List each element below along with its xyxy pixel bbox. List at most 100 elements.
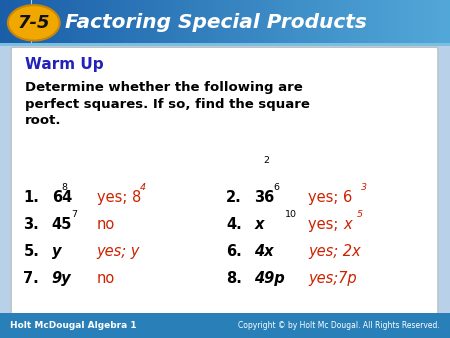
Bar [86,0,90,46]
Bar [230,0,234,46]
Bar [346,0,351,46]
Bar [4,0,9,46]
Bar [126,0,130,46]
Bar [76,0,81,46]
Text: 1.: 1. [23,190,39,205]
Bar [369,0,374,46]
Text: 7-5: 7-5 [18,14,50,32]
Text: 2.: 2. [226,190,242,205]
Bar [112,0,117,46]
Bar [140,0,144,46]
Bar [148,0,153,46]
Text: 4.: 4. [226,217,242,232]
Text: 49p: 49p [254,271,285,286]
Bar [274,0,279,46]
Text: Factoring Special Products: Factoring Special Products [65,13,367,32]
Bar [302,0,306,46]
Bar [18,0,22,46]
Bar [58,0,63,46]
Bar [216,0,220,46]
Bar [36,0,40,46]
Bar [189,0,194,46]
Text: 4: 4 [140,184,146,192]
Bar [256,0,261,46]
Bar [279,0,284,46]
Bar [176,0,180,46]
Bar [428,0,432,46]
Bar [122,0,126,46]
Bar [130,0,135,46]
Bar [284,0,288,46]
Bar [63,0,68,46]
Bar [333,0,338,46]
Bar [212,0,216,46]
Bar [436,0,441,46]
Bar [405,0,410,46]
Bar [72,0,76,46]
Bar [153,0,157,46]
Bar [50,0,54,46]
Bar [238,0,243,46]
Text: no: no [97,271,115,286]
Bar [54,0,58,46]
Bar [446,0,450,46]
Text: 5: 5 [357,211,363,219]
Text: Warm Up: Warm Up [25,57,104,72]
Bar [378,0,382,46]
Bar [288,0,292,46]
Bar [68,0,72,46]
Bar [414,0,418,46]
Bar [364,0,369,46]
Text: 2: 2 [264,156,270,165]
Bar [252,0,256,46]
Bar [104,0,108,46]
Bar [117,0,122,46]
Bar [320,0,324,46]
Bar [14,0,18,46]
Text: 7: 7 [72,211,77,219]
Bar [22,0,27,46]
Text: 8: 8 [61,184,67,192]
Text: 9y: 9y [52,271,72,286]
Bar [392,0,396,46]
Bar [292,0,297,46]
Bar [387,0,392,46]
Bar [166,0,171,46]
Text: yes; 8: yes; 8 [97,190,141,205]
Bar [180,0,184,46]
Text: 7.: 7. [23,271,39,286]
Text: yes;: yes; [308,217,343,232]
Bar [418,0,423,46]
Text: Holt McDougal Algebra 1: Holt McDougal Algebra 1 [10,321,136,330]
Bar [144,0,148,46]
Bar [396,0,400,46]
Text: 45: 45 [52,217,72,232]
Bar [338,0,342,46]
Bar [99,0,104,46]
Bar [266,0,270,46]
Bar [306,0,310,46]
Bar [270,0,274,46]
Bar [243,0,248,46]
Bar [184,0,189,46]
Bar [0,0,4,46]
Text: yes;7p: yes;7p [308,271,357,286]
Bar [297,0,302,46]
Bar [234,0,238,46]
Text: yes; 6: yes; 6 [308,190,352,205]
Bar [360,0,364,46]
Text: x: x [254,217,264,232]
Ellipse shape [8,5,59,41]
Bar [194,0,198,46]
Text: 64: 64 [52,190,72,205]
Bar [94,0,99,46]
Text: yes; y: yes; y [97,244,140,259]
Bar [324,0,328,46]
Bar [81,0,86,46]
Bar [27,0,32,46]
Bar [135,0,140,46]
Bar [207,0,211,46]
Bar [261,0,266,46]
Text: Determine whether the following are
perfect squares. If so, find the square
root: Determine whether the following are perf… [25,81,310,127]
Text: Copyright © by Holt Mc Dougal. All Rights Reserved.: Copyright © by Holt Mc Dougal. All Right… [238,321,440,330]
